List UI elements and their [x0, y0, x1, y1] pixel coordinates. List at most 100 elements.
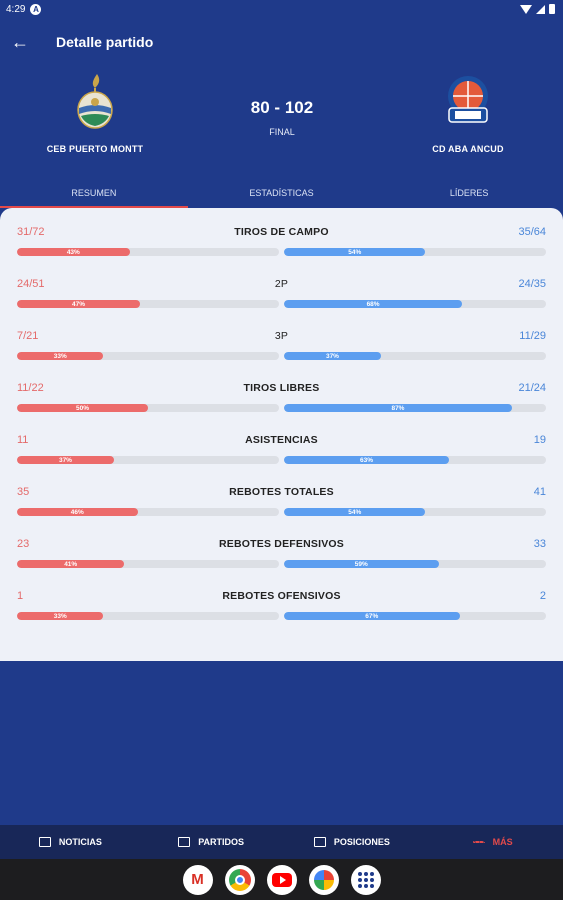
tab-bar: RESUMEN ESTADÍSTICAS LÍDERES: [0, 178, 563, 208]
away-bar-track: 87%: [284, 404, 546, 412]
stat-away-value: 35/64: [518, 226, 546, 238]
away-bar-fill: 87%: [284, 404, 512, 412]
bottom-nav: NOTICIAS PARTIDOS POSICIONES MÁS: [0, 825, 563, 859]
chrome-icon[interactable]: [224, 864, 255, 895]
home-bar-fill: 50%: [17, 404, 148, 412]
stat-title: ASISTENCIAS: [245, 434, 318, 446]
signal-icon: [536, 4, 545, 14]
nav-posiciones-label: POSICIONES: [333, 837, 390, 847]
away-bar-fill: 63%: [284, 456, 450, 464]
match-score: 80 - 102: [250, 98, 314, 117]
away-bar-fill: 68%: [284, 300, 463, 308]
stats-list: 31/72 TIROS DE CAMPO 35/64 43% 54% 24/51…: [0, 222, 563, 638]
stat-home-value: 24/51: [17, 278, 45, 290]
stat-title: 3P: [274, 330, 289, 342]
home-bar-track: 50%: [17, 404, 279, 412]
stat-home-value: 31/72: [17, 226, 45, 238]
away-bar-track: 37%: [284, 352, 546, 360]
match-header: CEB PUERTO MONTT 80 - 102 FINAL CD ABA A…: [0, 70, 563, 170]
away-team-name: CD ABA ANCUD: [432, 144, 504, 154]
away-bar-fill: 59%: [284, 560, 439, 568]
score-block: 80 - 102 FINAL: [182, 98, 382, 137]
more-icon: [472, 841, 485, 843]
stat-away-value: 33: [533, 538, 546, 550]
tab-lideres[interactable]: LÍDERES: [449, 188, 489, 198]
stat-away-value: 24/35: [518, 278, 546, 290]
nav-noticias-label: NOTICIAS: [58, 837, 102, 847]
arrow-left-icon: ←: [11, 31, 29, 52]
stat-home-value: 7/21: [17, 330, 39, 342]
stat-away-value: 11/29: [519, 330, 546, 342]
home-bar-track: 46%: [17, 508, 279, 516]
home-bar-track: 41%: [17, 560, 279, 568]
app-bar: ← Detalle partido: [0, 24, 563, 60]
away-team-logo-icon: [444, 70, 492, 132]
nav-noticias[interactable]: NOTICIAS: [0, 825, 141, 859]
home-bar-track: 33%: [17, 612, 279, 620]
stat-title: TIROS DE CAMPO: [234, 226, 329, 238]
home-team-name: CEB PUERTO MONTT: [46, 144, 144, 154]
stat-title: TIROS LIBRES: [243, 382, 320, 394]
stat-home-value: 11/22: [17, 382, 44, 394]
home-team[interactable]: CEB PUERTO MONTT: [0, 70, 190, 154]
status-badge: A: [30, 3, 42, 15]
tab-resumen[interactable]: RESUMEN: [0, 178, 188, 208]
stat-row: 11/22 TIROS LIBRES 21/24 50% 87%: [0, 378, 563, 430]
away-bar-track: 67%: [284, 612, 546, 620]
nav-posiciones[interactable]: POSICIONES: [282, 825, 423, 859]
matches-icon: [178, 837, 191, 847]
battery-icon: [549, 4, 555, 14]
away-team[interactable]: CD ABA ANCUD: [373, 70, 563, 154]
stat-title: REBOTES TOTALES: [229, 486, 334, 498]
home-team-logo-icon: [71, 70, 119, 132]
nav-mas-label: MÁS: [492, 837, 513, 847]
tab-estadisticas[interactable]: ESTADÍSTICAS: [249, 188, 314, 198]
away-bar-fill: 37%: [284, 352, 381, 360]
away-bar-fill: 67%: [284, 612, 460, 620]
home-bar-fill: 33%: [17, 352, 104, 360]
home-bar-track: 47%: [17, 300, 279, 308]
news-icon: [38, 837, 51, 847]
home-bar-fill: 33%: [17, 612, 104, 620]
stat-row: 24/51 2P 24/35 47% 68%: [0, 274, 563, 326]
status-bar: 4:29 A: [0, 0, 563, 18]
status-time: 4:29: [6, 3, 26, 15]
app-drawer-icon[interactable]: [350, 864, 381, 895]
nav-mas[interactable]: MÁS: [422, 825, 563, 859]
gmail-icon[interactable]: M: [182, 864, 213, 895]
standings-icon: [313, 837, 326, 847]
stat-away-value: 21/24: [518, 382, 546, 394]
home-bar-fill: 37%: [17, 456, 114, 464]
away-bar-track: 68%: [284, 300, 546, 308]
app-dock: M: [0, 859, 563, 900]
stat-away-value: 19: [533, 434, 546, 446]
home-bar-track: 43%: [17, 248, 279, 256]
page-title: Detalle partido: [56, 34, 154, 50]
away-bar-fill: 54%: [284, 248, 426, 256]
nav-partidos[interactable]: PARTIDOS: [141, 825, 282, 859]
away-bar-fill: 54%: [284, 508, 426, 516]
stat-row: 7/21 3P 11/29 33% 37%: [0, 326, 563, 378]
stat-row: 23 REBOTES DEFENSIVOS 33 41% 59%: [0, 534, 563, 586]
stat-row: 35 REBOTES TOTALES 41 46% 54%: [0, 482, 563, 534]
stat-home-value: 11: [17, 434, 29, 446]
stat-home-value: 35: [17, 486, 30, 498]
photos-icon[interactable]: [308, 864, 339, 895]
stat-away-value: 2: [539, 590, 546, 602]
youtube-icon[interactable]: [266, 864, 297, 895]
stat-row: 11 ASISTENCIAS 19 37% 63%: [0, 430, 563, 482]
stat-title: REBOTES OFENSIVOS: [222, 590, 341, 602]
stat-home-value: 23: [17, 538, 30, 550]
back-button[interactable]: ←: [0, 24, 40, 60]
stat-home-value: 1: [17, 590, 24, 602]
away-bar-track: 54%: [284, 508, 546, 516]
stat-row: 31/72 TIROS DE CAMPO 35/64 43% 54%: [0, 222, 563, 274]
home-bar-fill: 41%: [17, 560, 125, 568]
stat-title: 2P: [274, 278, 289, 290]
home-bar-track: 37%: [17, 456, 279, 464]
stat-row: 1 REBOTES OFENSIVOS 2 33% 67%: [0, 586, 563, 638]
home-bar-fill: 43%: [17, 248, 130, 256]
away-bar-track: 59%: [284, 560, 546, 568]
wifi-icon: [520, 4, 532, 14]
home-bar-fill: 47%: [17, 300, 141, 308]
